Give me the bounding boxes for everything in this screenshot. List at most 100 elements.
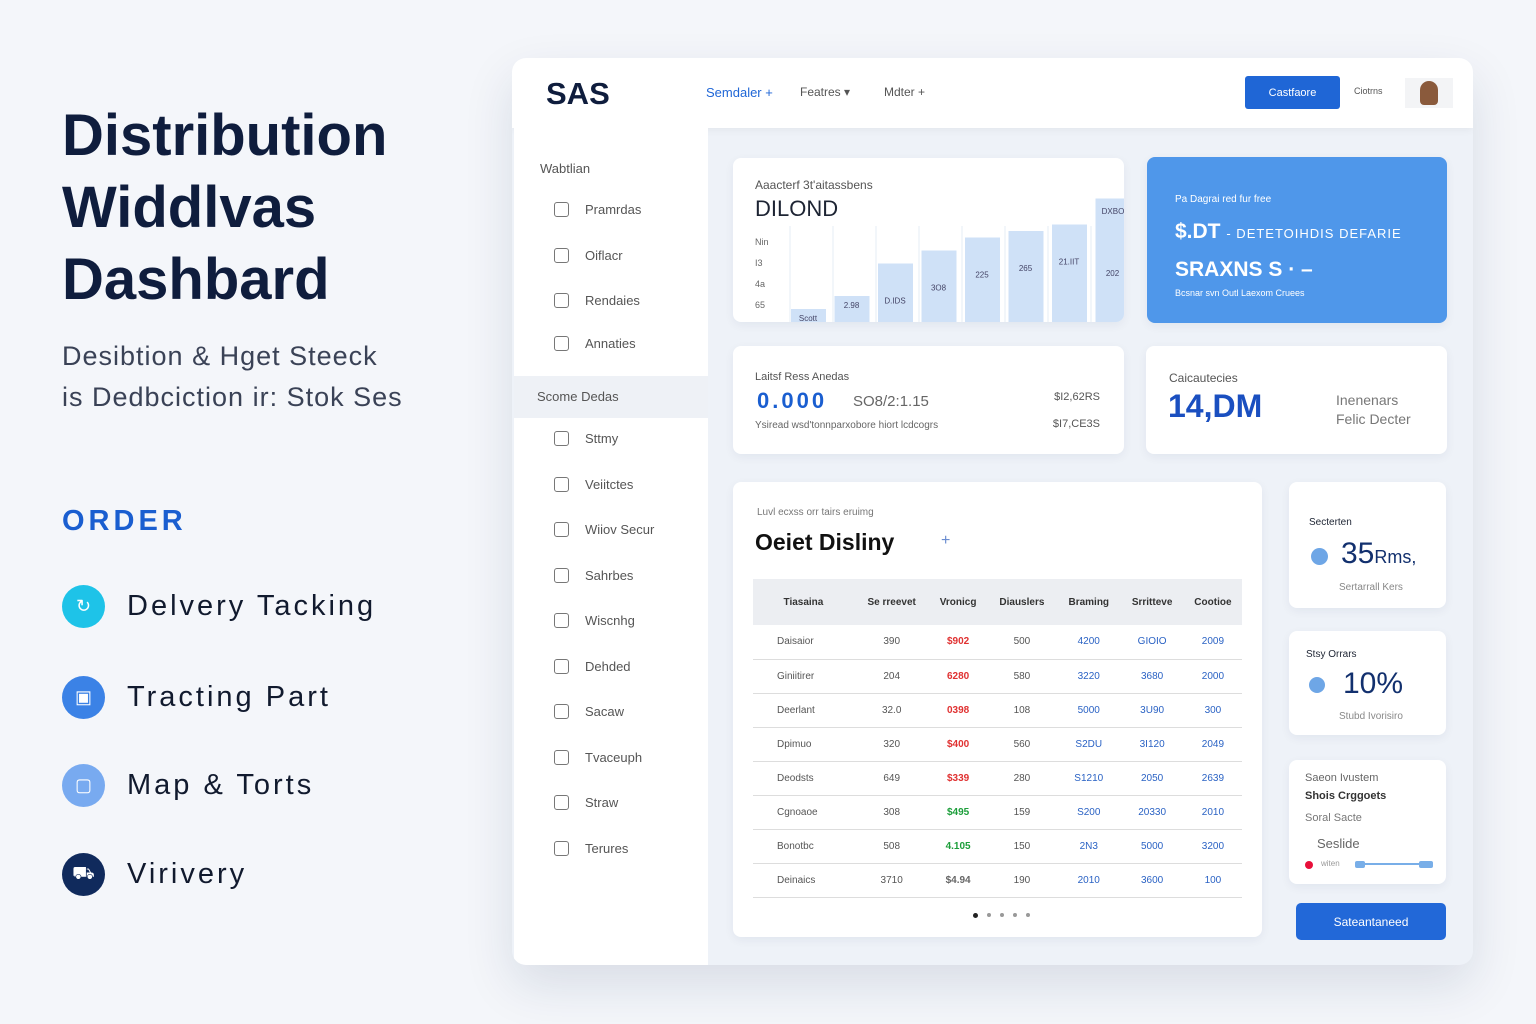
sidebar-item[interactable]: Tvaceuph (554, 749, 642, 765)
table-cell: $339 (929, 761, 987, 796)
column-header[interactable]: Srritteve (1131, 596, 1173, 608)
sidebar-item[interactable]: Pramrdas (554, 202, 641, 217)
table-row[interactable]: Deerlant 32.0 0398 108 5000 3U90 300 (753, 693, 1242, 728)
table-cell: 280 (986, 761, 1058, 796)
feature-map-torts[interactable]: ▢ Map & Torts (62, 764, 314, 807)
nav-more[interactable]: Mdter + (884, 85, 926, 99)
table-row[interactable]: Bonotbc 508 4.105 150 2N3 5000 3200 (753, 829, 1242, 864)
sidebar-section-title: Wabtlian (540, 161, 591, 176)
table-cell: 508 (853, 829, 930, 864)
check-icon (554, 293, 569, 308)
column-header[interactable]: Se rreevet (867, 596, 916, 608)
table-cell: S2DU (1057, 727, 1121, 762)
feature-tracking-part[interactable]: ▣ Tracting Part (62, 676, 331, 719)
map-icon: ▢ (62, 764, 105, 807)
sidebar-item[interactable]: Oiflacr (554, 248, 623, 263)
menu-item-icon (554, 567, 569, 583)
sidebar-item[interactable]: Straw (554, 795, 618, 810)
sidebar-item[interactable]: Dehded (554, 658, 631, 674)
top-label: DXBO (1102, 207, 1124, 216)
table-cell: 2010 (1183, 795, 1242, 830)
column-header[interactable]: Tiasaina (783, 596, 824, 608)
table-row[interactable]: Dpimuo 320 $400 560 S2DU 3I120 2049 (753, 727, 1242, 762)
document-icon (554, 202, 569, 217)
menu-item-icon (554, 749, 569, 765)
column-header[interactable]: Diauslers (999, 596, 1045, 608)
stat-card-2: Stsy Orrars 10% Stubd Ivorisiro (1289, 631, 1446, 735)
y-tick-label: 65 (755, 300, 765, 310)
sidebar-item[interactable]: Annaties (554, 336, 636, 351)
menu-item-icon (554, 795, 569, 810)
bar (791, 309, 826, 322)
table-cell: 108 (986, 693, 1058, 728)
sidebar-item[interactable]: Sttmy (554, 431, 618, 446)
sidebar-item[interactable]: Terures (554, 840, 628, 856)
table-cell: 3I120 (1120, 727, 1184, 762)
bar-label: 202 (1106, 269, 1120, 278)
image-icon (554, 336, 569, 351)
sidebar-item[interactable]: Sacaw (554, 704, 624, 719)
table-cell: 3200 (1183, 829, 1242, 864)
table-cell: Dpimuo (753, 727, 854, 762)
bar-label: D.IDS (884, 297, 905, 306)
column-header[interactable]: Cootioe (1194, 596, 1232, 608)
table-cell: 100 (1183, 863, 1242, 898)
y-tick-label: Nin (755, 237, 769, 247)
sidebar-item[interactable]: Sahrbes (554, 567, 633, 583)
sidebar-section-active[interactable]: Scome Dedas (514, 376, 708, 418)
sidebar: Wabtlian Pramrdas Oiflacr Rendaies Annat… (514, 128, 708, 965)
menu-item-icon (554, 658, 569, 674)
column-header[interactable]: Braming (1068, 596, 1110, 608)
hero-subtitle: Desibtion & Hget Steeck is Dedbciction ir… (62, 341, 403, 412)
bar-label: 2.98 (844, 301, 860, 310)
table-cell: 3600 (1120, 863, 1184, 898)
table-cell: $902 (929, 625, 987, 660)
table-cell: Deinaics (753, 863, 854, 898)
nav-schedule[interactable]: Semdaler + (706, 85, 773, 100)
action-button[interactable]: Sateantaneed (1296, 903, 1446, 940)
table-cell: 6280 (929, 659, 987, 694)
table-cell: 159 (986, 795, 1058, 830)
nav-features[interactable]: Featres ▾ (800, 85, 851, 99)
table-row[interactable]: Cgnoaoe 308 $495 159 S200 20330 2010 (753, 795, 1242, 830)
sidebar-item[interactable]: Veiitctes (554, 476, 633, 492)
table-cell: GIOIO (1120, 625, 1184, 660)
chart-title: DILOND (755, 196, 839, 221)
chart-subtitle: Aaacterf 3t'aitassbens (755, 178, 873, 192)
hero: Distribution Widdlvas Dashbard Desibtion &… (62, 100, 502, 418)
menu-item-icon (554, 704, 569, 719)
bar (1095, 198, 1124, 322)
secondary-button[interactable]: Ciotrns (1354, 86, 1383, 96)
table-row[interactable]: Giniitirer 204 6280 580 3220 3680 2000 (753, 659, 1242, 694)
table-cell: 3U90 (1120, 693, 1184, 728)
orders-table: Tiasaina Se rreevet Vronicg Diauslers Bramin… (753, 579, 1242, 898)
avatar[interactable] (1405, 78, 1453, 108)
add-button[interactable]: + (941, 532, 951, 549)
range-slider[interactable] (1355, 861, 1433, 868)
column-header[interactable]: Vronicg (939, 596, 977, 608)
table-row[interactable]: Daisaior 390 $902 500 4200 GIOIO 2009 (753, 625, 1242, 660)
sidebar-item[interactable]: Wiscnhg (554, 613, 635, 628)
feature-delivery-tracking[interactable]: ↻ Delvery Tacking (62, 585, 376, 628)
sidebar-item[interactable]: Wiiov Secur (554, 522, 654, 537)
menu-item-icon (554, 431, 569, 446)
sidebar-item[interactable]: Rendaies (554, 293, 640, 308)
feature-virivery[interactable]: ⛟ Virivery (62, 853, 247, 896)
pagination-dots[interactable] (973, 913, 1030, 918)
bar (1008, 231, 1044, 322)
menu-item-icon (554, 613, 569, 628)
truck-icon: ⛟ (62, 853, 105, 896)
table-cell: 300 (1183, 693, 1242, 728)
table-cell: 4200 (1057, 625, 1121, 660)
table-row[interactable]: Deodsts 649 $339 280 S1210 2050 2639 (753, 761, 1242, 796)
status-dot (1305, 861, 1313, 869)
table-cell: 3710 (853, 863, 930, 898)
table-row[interactable]: Deinaics 3710 $4.94 190 2010 3600 100 (753, 863, 1242, 898)
primary-button[interactable]: Castfaore (1245, 76, 1340, 109)
table-cell: 560 (986, 727, 1058, 762)
shield-icon (554, 248, 569, 263)
table-cell: Cgnoaoe (753, 795, 854, 830)
table-cell: 204 (853, 659, 930, 694)
table-cell: $400 (929, 727, 987, 762)
chart-card: Aaacterf 3t'aitassbens DILOND Nin I3 4a 65 S… (733, 158, 1124, 322)
